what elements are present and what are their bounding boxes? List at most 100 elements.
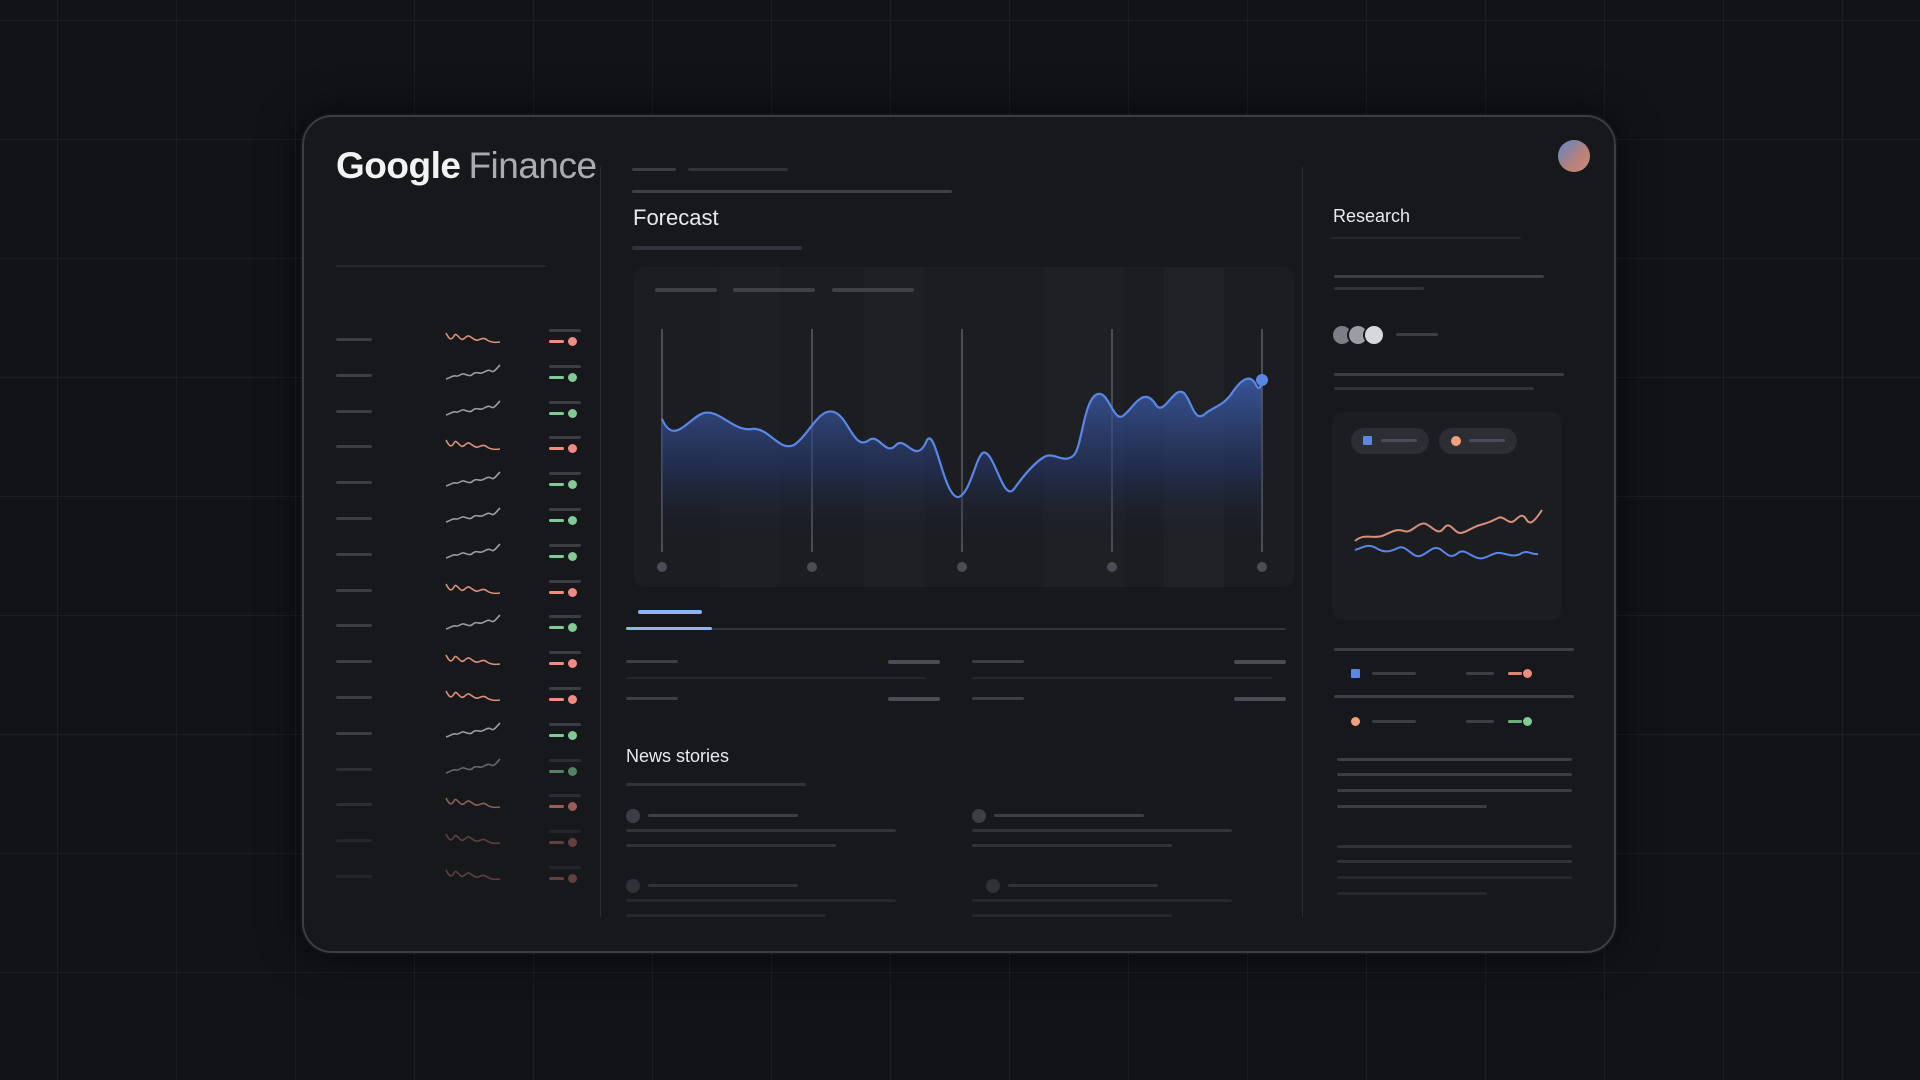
change-dot-green: [568, 480, 577, 490]
price-placeholder: [549, 830, 581, 834]
watchlist-row[interactable]: [336, 792, 581, 816]
news-source-icon: [972, 809, 986, 823]
sparkline-down: [445, 440, 501, 451]
chart-x-marker: [1107, 562, 1117, 572]
watchlist-row[interactable]: [336, 864, 581, 888]
stat-label-placeholder: [626, 660, 678, 663]
stat-divider: [972, 677, 1272, 679]
watchlist-row[interactable]: [336, 757, 581, 781]
forecast-current-point[interactable]: [1256, 374, 1268, 386]
watchlist-row[interactable]: [336, 399, 581, 423]
sparkline-down: [445, 690, 501, 702]
watchlist-row[interactable]: [336, 613, 581, 637]
ticker-placeholder: [336, 517, 372, 520]
news-source-placeholder[interactable]: [648, 884, 798, 887]
user-avatar[interactable]: [1558, 140, 1590, 172]
series-swatch-orange: [1451, 436, 1461, 446]
series-chip-orange[interactable]: [1439, 428, 1517, 454]
news-headline-placeholder[interactable]: [972, 899, 1232, 902]
watchlist-row[interactable]: [336, 470, 581, 494]
change-positive: [549, 483, 564, 487]
forecast-heading: Forecast: [633, 205, 719, 230]
series-line-blue: [1354, 544, 1539, 560]
watchlist-row[interactable]: [336, 578, 581, 602]
news-source-placeholder[interactable]: [648, 814, 798, 817]
sparkline-up: [445, 507, 501, 523]
news-headline-placeholder[interactable]: [972, 914, 1172, 917]
watchlist-row[interactable]: [336, 363, 581, 387]
research-text-placeholder: [1334, 275, 1544, 278]
change-negative: [549, 698, 564, 701]
price-placeholder: [549, 543, 581, 547]
price-placeholder: [549, 866, 581, 869]
chart-tab-placeholder[interactable]: [733, 288, 815, 292]
chart-tab-placeholder[interactable]: [832, 288, 914, 292]
contributor-avatar: [1365, 326, 1383, 344]
comparison-chart[interactable]: [1332, 412, 1562, 620]
watchlist-row[interactable]: [336, 685, 581, 709]
sparkline-up: [445, 364, 501, 380]
change-negative: [549, 340, 564, 343]
ticker-placeholder: [336, 588, 372, 592]
series-chip-label-placeholder: [1381, 439, 1417, 442]
change-dot-green: [568, 372, 577, 382]
active-tab-indicator[interactable]: [626, 627, 712, 630]
change-negative: [549, 877, 564, 880]
change-negative: [549, 447, 564, 451]
research-text-placeholder: [1337, 876, 1572, 879]
stat-label-placeholder: [972, 697, 1024, 700]
tab-bar: [626, 628, 1286, 630]
sparkline-up: [445, 722, 501, 738]
change-dot-green: [568, 730, 577, 740]
chart-tab-placeholder[interactable]: [655, 288, 717, 292]
sparkline-down: [445, 869, 501, 881]
ticker-placeholder: [336, 481, 372, 485]
change-negative: [549, 590, 564, 594]
news-headline-placeholder[interactable]: [972, 844, 1172, 847]
app-window: Google Finance Forecast: [302, 115, 1616, 953]
watchlist-row[interactable]: [336, 434, 581, 458]
active-tab-label-placeholder[interactable]: [638, 610, 702, 614]
watchlist-row[interactable]: [336, 542, 581, 566]
sparkline-down: [445, 833, 501, 845]
news-headline-placeholder[interactable]: [626, 829, 896, 832]
change-dot-red: [568, 337, 577, 346]
ticker-placeholder: [336, 660, 372, 664]
research-text-placeholder: [1334, 387, 1534, 390]
google-finance-logo[interactable]: Google Finance: [336, 145, 597, 187]
news-headline-placeholder[interactable]: [626, 914, 826, 917]
news-headline-placeholder[interactable]: [626, 844, 836, 847]
news-source-icon: [986, 879, 1000, 893]
news-subtitle-placeholder: [626, 783, 806, 786]
comparison-chart-svg: [1354, 509, 1543, 560]
breadcrumb-placeholder: [632, 168, 676, 171]
watchlist-row[interactable]: [336, 721, 581, 745]
logo-google-text: Google: [336, 145, 461, 186]
ticker-placeholder: [336, 338, 372, 341]
ticker-placeholder: [336, 624, 372, 628]
chart-x-marker: [957, 562, 967, 572]
watchlist-row[interactable]: [336, 327, 581, 351]
price-placeholder: [549, 687, 581, 690]
watchlist-row[interactable]: [336, 828, 581, 852]
news-source-placeholder[interactable]: [994, 814, 1144, 817]
price-placeholder: [549, 651, 581, 655]
change-positive: [549, 769, 564, 773]
change-positive: [549, 375, 564, 379]
news-source-placeholder[interactable]: [1008, 884, 1158, 887]
watchlist-row[interactable]: [336, 506, 581, 530]
watchlist-row[interactable]: [336, 649, 581, 673]
change-dot-red: [568, 695, 577, 704]
news-headline-placeholder[interactable]: [626, 899, 896, 902]
series-chip-blue[interactable]: [1351, 428, 1429, 454]
chart-x-marker: [807, 562, 817, 572]
sidebar-divider-vertical: [600, 167, 601, 917]
ticker-placeholder: [336, 445, 372, 449]
news-headline-placeholder[interactable]: [972, 829, 1232, 832]
breadcrumb-placeholder: [688, 168, 788, 171]
forecast-chart[interactable]: [634, 267, 1294, 587]
sparkline-down: [445, 654, 501, 666]
change-dot-green: [568, 623, 577, 633]
stat-label-placeholder: [972, 660, 1024, 663]
